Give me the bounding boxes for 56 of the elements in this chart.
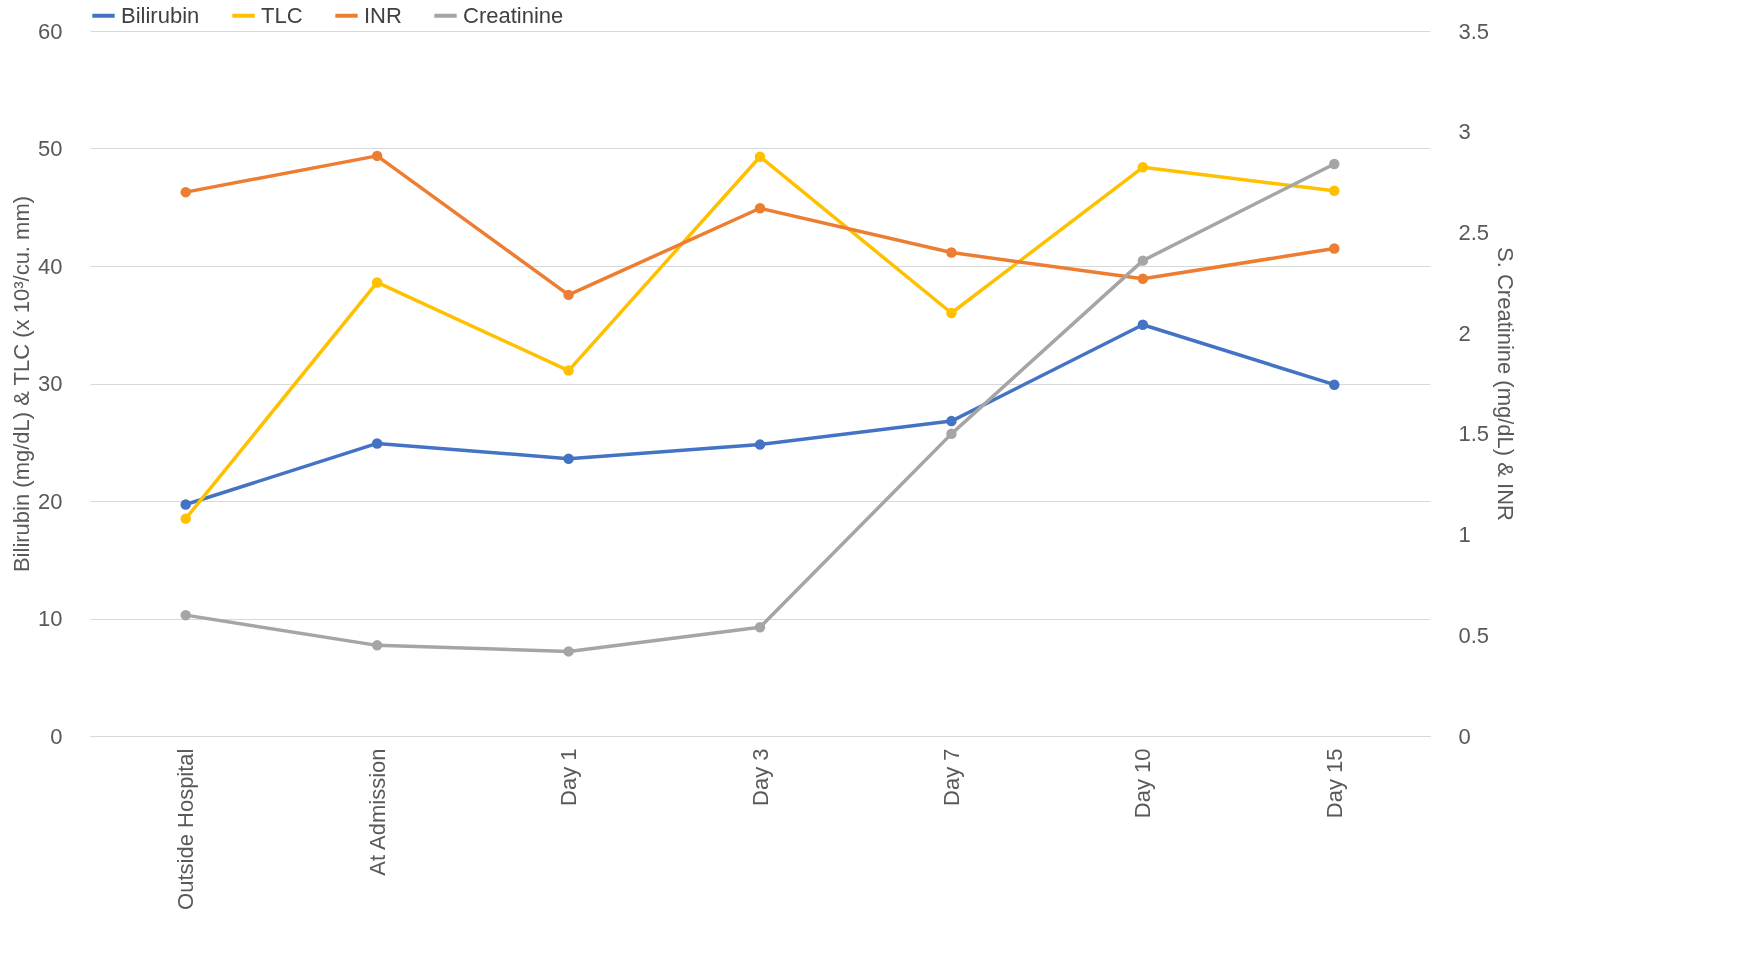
x-tick-label: At Admission <box>364 748 390 876</box>
point <box>371 277 383 288</box>
y2-tick-label: 3 <box>1458 119 1471 145</box>
point <box>180 513 191 524</box>
x-tick-label: Day 10 <box>1130 748 1156 819</box>
point <box>1329 158 1340 170</box>
point <box>563 289 574 301</box>
legend-label: TLC <box>261 2 303 28</box>
point <box>1137 273 1149 284</box>
y-tick-label: 0 <box>50 723 63 749</box>
y2-tick-label: 0 <box>1458 723 1471 749</box>
point <box>1137 319 1149 330</box>
y2-tick-label: 2 <box>1458 320 1471 346</box>
point <box>180 609 191 621</box>
point <box>1329 243 1340 254</box>
point <box>946 247 957 258</box>
point <box>1137 255 1149 266</box>
point <box>946 415 957 427</box>
x-tick-label: Outside Hospital <box>173 748 199 910</box>
y-tick-label: 10 <box>38 606 63 631</box>
y2-tick-label: 1.5 <box>1458 421 1490 447</box>
y2-tick-label: 1 <box>1458 522 1471 548</box>
y2-tick-label: 3.5 <box>1458 18 1490 44</box>
point <box>371 150 383 162</box>
point <box>371 438 383 449</box>
point <box>1137 162 1149 173</box>
legend-label: Bilirubin <box>121 2 200 28</box>
legend-label: INR <box>364 2 402 28</box>
y-axis-title: Bilirubin (mg/dL) & TLC (x 10³/cu. mm) <box>9 195 35 573</box>
point <box>563 646 574 657</box>
point <box>754 621 766 633</box>
point <box>754 151 766 162</box>
point <box>180 499 191 510</box>
point <box>946 307 957 319</box>
point <box>1329 185 1340 197</box>
x-tick-label: Day 1 <box>556 748 582 806</box>
point <box>1329 379 1340 390</box>
y2-tick-label: 0.5 <box>1458 622 1490 648</box>
x-tick-label: Day 15 <box>1321 748 1347 819</box>
point <box>754 203 766 214</box>
x-tick-label: Day 3 <box>747 748 773 806</box>
point <box>563 365 574 376</box>
point <box>180 186 191 198</box>
y-tick-label: 30 <box>38 371 63 396</box>
point <box>754 439 766 450</box>
y-tick-label: 60 <box>38 18 63 44</box>
y2-axis-title: S. Creatinine (mg/dL) & INR <box>1493 247 1519 521</box>
y-tick-label: 50 <box>38 136 63 161</box>
x-tick-label: Day 7 <box>938 748 964 806</box>
point <box>371 640 383 651</box>
y-tick-label: 20 <box>38 488 63 514</box>
point <box>563 453 574 464</box>
y2-tick-label: 2.5 <box>1458 219 1490 245</box>
y-tick-label: 40 <box>38 253 63 279</box>
point <box>946 428 957 440</box>
legend-label: Creatinine <box>463 2 564 28</box>
